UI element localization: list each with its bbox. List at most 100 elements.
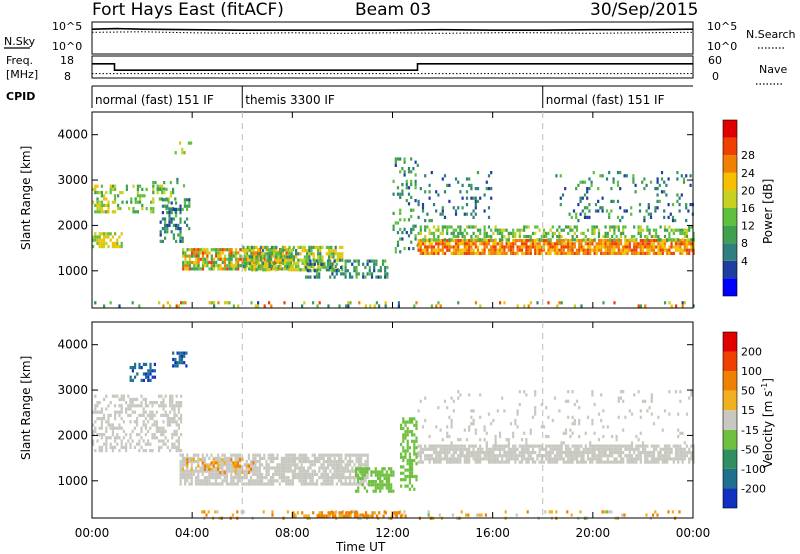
range-gate-cell [677,457,680,461]
range-gate-cell [290,265,293,269]
range-gate-cell [547,450,550,455]
range-gate-cell [122,445,125,449]
range-gate-cell [586,251,590,255]
range-gate-cell [277,265,280,269]
range-gate-cell [309,275,312,279]
range-gate-cell [373,259,376,263]
range-gate-cell [360,460,363,464]
range-gate-cell [575,225,579,229]
range-gate-cell [155,423,158,427]
range-gate-cell [562,248,565,252]
range-gate-cell [315,269,319,273]
range-gate-cell [142,397,145,401]
range-gate-cell [201,472,204,476]
range-gate-cell [174,361,177,365]
range-gate-cell [142,362,145,366]
colorbar-swatch [723,155,737,173]
range-gate-cell [512,251,515,255]
range-gate-cell [153,413,156,417]
range-gate-cell [571,422,574,426]
range-gate-cell [567,444,570,448]
range-gate-cell [545,251,548,255]
range-gate-cell [311,460,314,464]
range-gate-cell [608,460,612,464]
range-gate-cell [646,228,649,232]
range-gate-cell [408,474,411,479]
range-gate-cell [463,228,466,232]
range-gate-cell [170,211,173,215]
range-gate-cell [494,444,497,448]
range-gate-cell [131,429,134,433]
range-gate-cell [415,426,418,431]
range-gate-cell [292,248,295,252]
range-gate-cell [239,469,242,473]
range-gate-cell [150,210,153,214]
range-gate-cell [223,472,226,476]
range-gate-cell [274,456,277,460]
range-gate-cell [219,251,222,255]
range-gate-cell [140,436,143,440]
range-gate-cell [103,238,106,242]
range-gate-cell [185,364,188,368]
range-gate-cell [287,453,290,457]
range-gate-cell [437,454,440,458]
range-gate-cell [302,456,305,460]
range-gate-cell [637,447,640,451]
range-gate-cell [379,470,382,474]
range-gate-cell [509,242,513,246]
range-gate-cell [542,460,546,464]
range-gate-cell [140,429,143,433]
range-gate-cell [496,242,499,246]
range-gate-cell [96,238,99,242]
range-gate-cell [573,231,576,235]
range-gate-cell [421,238,425,242]
range-gate-cell [655,457,658,461]
range-gate-cell [136,442,139,446]
range-gate-cell [390,483,393,487]
range-gate-cell [318,275,321,279]
range-gate-cell [276,469,279,473]
range-gate-cell [268,261,271,265]
range-gate-cell [188,482,191,486]
range-gate-cell [346,476,349,480]
range-gate-cell [359,467,362,471]
range-gate-cell [498,251,502,255]
range-gate-cell [364,460,367,464]
range-gate-cell [538,245,541,249]
range-gate-cell [111,241,114,245]
range-gate-cell [468,177,471,181]
range-gate-cell [103,197,106,201]
range-gate-cell [575,447,579,451]
range-gate-cell [206,260,209,265]
cpid-segment-label: normal (fast) 151 IF [95,93,214,107]
range-gate-cell [192,453,195,457]
range-gate-cell [446,431,449,435]
range-gate-cell [313,262,316,266]
range-gate-cell [575,454,579,458]
range-gate-cell [370,483,373,487]
range-gate-cell [496,444,499,448]
range-gate-cell [161,191,164,195]
range-gate-cell [379,486,382,490]
range-gate-cell [415,301,418,305]
range-gate-cell [430,304,433,308]
range-gate-cell [301,249,304,253]
range-gate-cell [443,251,447,255]
range-gate-cell [317,252,320,256]
range-gate-cell [120,241,123,245]
range-gate-cell [503,409,506,413]
range-gate-cell [476,447,480,451]
range-gate-cell [215,248,218,252]
range-gate-cell [247,479,250,483]
range-gate-cell [114,184,117,188]
range-gate-cell [404,484,407,488]
range-gate-cell [250,479,253,483]
range-gate-cell [586,187,589,191]
range-gate-cell [118,423,121,427]
colorbar-label: -100 [741,463,766,476]
range-gate-cell [381,259,385,263]
range-gate-cell [275,255,278,259]
range-gate-cell [564,450,568,455]
colorbar-label: 8 [741,237,748,250]
range-gate-cell [250,301,253,305]
